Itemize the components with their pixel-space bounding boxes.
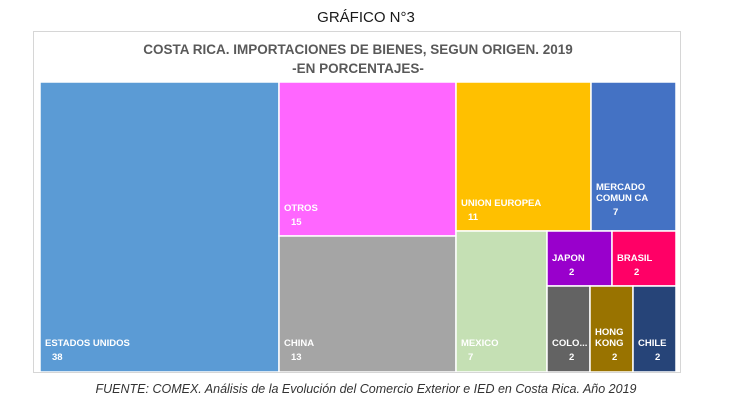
treemap-value-japon: 2 bbox=[569, 267, 574, 278]
treemap-label-union-europea: UNION EUROPEA bbox=[461, 198, 541, 209]
treemap-cell-union-europea: UNION EUROPEA 11 bbox=[455, 82, 592, 232]
chart-title: COSTA RICA. IMPORTACIONES DE BIENES, SEG… bbox=[143, 42, 573, 57]
treemap-cell-colo: COLO... 2 bbox=[546, 285, 591, 372]
chart-subtitle: -EN PORCENTAJES- bbox=[292, 61, 424, 76]
treemap-label-chile: CHILE bbox=[638, 338, 667, 349]
treemap-label-mercado-comun-ca: MERCADO COMUN CA bbox=[596, 182, 648, 204]
treemap-label-brasil: BRASIL bbox=[617, 253, 653, 264]
treemap-rect-brasil bbox=[611, 230, 676, 287]
treemap-rect-mexico bbox=[455, 230, 548, 372]
treemap-rect-chile bbox=[632, 285, 676, 372]
treemap-value-union-europea: 11 bbox=[468, 212, 479, 223]
treemap-label-estados-unidos: ESTADOS UNIDOS bbox=[45, 338, 130, 349]
treemap-value-mexico: 7 bbox=[468, 352, 473, 363]
treemap-value-brasil: 2 bbox=[634, 267, 639, 278]
treemap-label-japon: JAPON bbox=[552, 253, 585, 264]
treemap-value-chile: 2 bbox=[655, 352, 660, 363]
treemap-label-otros: OTROS bbox=[284, 203, 318, 214]
treemap-label-hong-kong: HONG KONG bbox=[595, 327, 624, 349]
treemap-cell-mexico: MEXICO 7 bbox=[455, 230, 548, 372]
treemap-label-mexico: MEXICO bbox=[461, 338, 498, 349]
figure-label: GRÁFICO N°3 bbox=[317, 9, 415, 26]
treemap-value-china: 13 bbox=[291, 352, 302, 363]
treemap-rect-mercado-comun-ca bbox=[590, 82, 676, 232]
treemap-cell-estados-unidos: ESTADOS UNIDOS 38 bbox=[40, 82, 280, 372]
treemap-cell-mercado-comun-ca: MERCADO COMUN CA 7 bbox=[590, 82, 676, 232]
treemap-rect-japon bbox=[546, 230, 613, 287]
source-note: FUENTE: COMEX. Análisis de la Evolución … bbox=[95, 382, 637, 396]
treemap-label-colo: COLO... bbox=[552, 338, 587, 349]
treemap-cell-otros: OTROS 15 bbox=[278, 82, 457, 237]
treemap-cell-japon: JAPON 2 bbox=[546, 230, 613, 287]
treemap-rect-china bbox=[278, 235, 457, 372]
treemap-rect-otros bbox=[278, 82, 457, 237]
treemap-cell-china: CHINA 13 bbox=[278, 235, 457, 372]
treemap-rect-union-europea bbox=[455, 82, 592, 232]
treemap-cell-chile: CHILE 2 bbox=[632, 285, 676, 372]
treemap-cell-brasil: BRASIL 2 bbox=[611, 230, 676, 287]
treemap-plot: ESTADOS UNIDOS 38 OTROS 15 CHINA 13 UNION EURO… bbox=[40, 82, 676, 372]
treemap-rect-estados-unidos bbox=[40, 82, 280, 372]
treemap-label-china: CHINA bbox=[284, 338, 314, 349]
treemap-value-hong-kong: 2 bbox=[612, 352, 617, 363]
treemap-cell-hong-kong: HONG KONG 2 bbox=[589, 285, 634, 372]
treemap-rect-hong-kong bbox=[589, 285, 634, 372]
treemap-chart: COSTA RICA. IMPORTACIONES DE BIENES, SEG… bbox=[33, 31, 681, 373]
treemap-value-otros: 15 bbox=[291, 217, 302, 228]
chart-title-block: COSTA RICA. IMPORTACIONES DE BIENES, SEG… bbox=[34, 40, 682, 78]
treemap-value-estados-unidos: 38 bbox=[52, 352, 63, 363]
treemap-rect-colo bbox=[546, 285, 591, 372]
treemap-value-colo: 2 bbox=[569, 352, 574, 363]
treemap-value-mercado-comun-ca: 7 bbox=[613, 207, 618, 218]
